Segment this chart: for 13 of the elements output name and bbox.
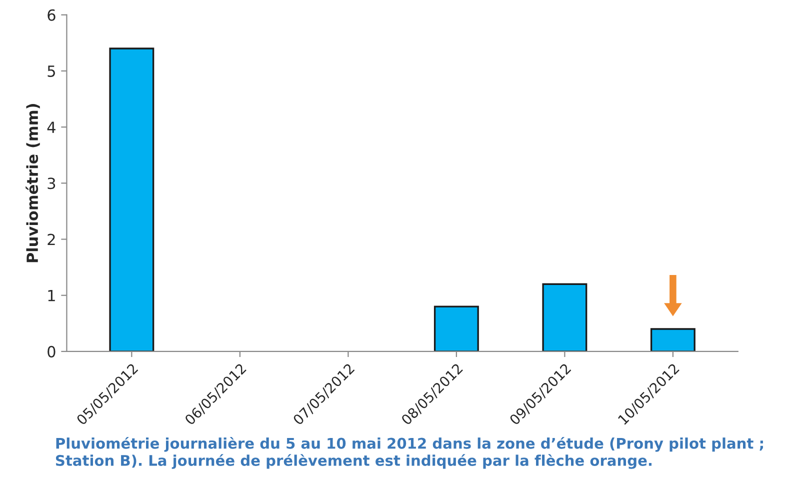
text: Pluviométrie journalière du 5 au 10 mai 2012 dans la zone d’étude (Prony pilot plant ; Station B). La journée de prélèvement est indiquée par la flèche orange. xyxy=(56,436,763,469)
y-tick-label: 4 xyxy=(47,122,56,133)
bar xyxy=(434,306,479,352)
y-tick-label: 6 xyxy=(48,9,56,21)
y-axis-title: Pluviométrie (mm) xyxy=(26,104,40,262)
bar xyxy=(109,48,154,352)
bar xyxy=(542,283,588,352)
y-tick-label: 3 xyxy=(48,178,56,190)
y-tick-label: 5 xyxy=(48,66,55,77)
y-tick-label: 0 xyxy=(48,346,56,358)
y-tick-label: 1 xyxy=(48,290,55,302)
y-tick-label: 2 xyxy=(48,234,55,246)
bar xyxy=(650,328,696,352)
